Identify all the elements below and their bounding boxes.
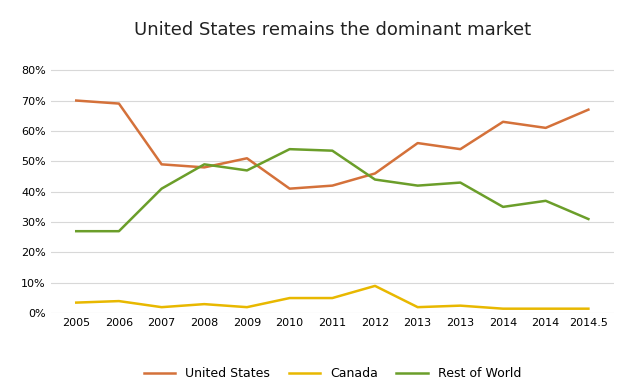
United States bbox=[542, 126, 549, 130]
Canada bbox=[286, 296, 294, 300]
United States bbox=[456, 147, 464, 151]
United States bbox=[329, 183, 336, 188]
Rest of World bbox=[243, 168, 251, 173]
Rest of World bbox=[72, 229, 80, 233]
United States bbox=[72, 98, 80, 103]
Canada bbox=[585, 306, 592, 311]
Canada bbox=[371, 283, 379, 288]
Canada bbox=[158, 305, 165, 309]
United States bbox=[499, 120, 507, 124]
Line: United States: United States bbox=[76, 100, 589, 189]
United States bbox=[158, 162, 165, 167]
United States bbox=[201, 165, 208, 170]
Canada bbox=[414, 305, 422, 309]
United States bbox=[585, 107, 592, 112]
Canada bbox=[243, 305, 251, 309]
Line: Canada: Canada bbox=[76, 286, 589, 309]
Rest of World bbox=[329, 148, 336, 153]
Rest of World bbox=[286, 147, 294, 151]
Canada bbox=[329, 296, 336, 300]
Rest of World bbox=[115, 229, 123, 233]
United States bbox=[115, 101, 123, 106]
Canada bbox=[201, 302, 208, 306]
Legend: United States, Canada, Rest of World: United States, Canada, Rest of World bbox=[139, 362, 526, 382]
Title: United States remains the dominant market: United States remains the dominant marke… bbox=[134, 21, 531, 39]
United States bbox=[286, 186, 294, 191]
Rest of World bbox=[158, 186, 165, 191]
Rest of World bbox=[456, 180, 464, 185]
Rest of World bbox=[201, 162, 208, 167]
Canada bbox=[542, 306, 549, 311]
Canada bbox=[115, 299, 123, 303]
Rest of World bbox=[499, 205, 507, 209]
Canada bbox=[499, 306, 507, 311]
Rest of World bbox=[542, 199, 549, 203]
United States bbox=[371, 171, 379, 176]
Rest of World bbox=[371, 177, 379, 182]
Canada bbox=[456, 303, 464, 308]
United States bbox=[414, 141, 422, 146]
United States bbox=[243, 156, 251, 160]
Canada bbox=[72, 300, 80, 305]
Rest of World bbox=[414, 183, 422, 188]
Rest of World bbox=[585, 217, 592, 221]
Line: Rest of World: Rest of World bbox=[76, 149, 589, 231]
